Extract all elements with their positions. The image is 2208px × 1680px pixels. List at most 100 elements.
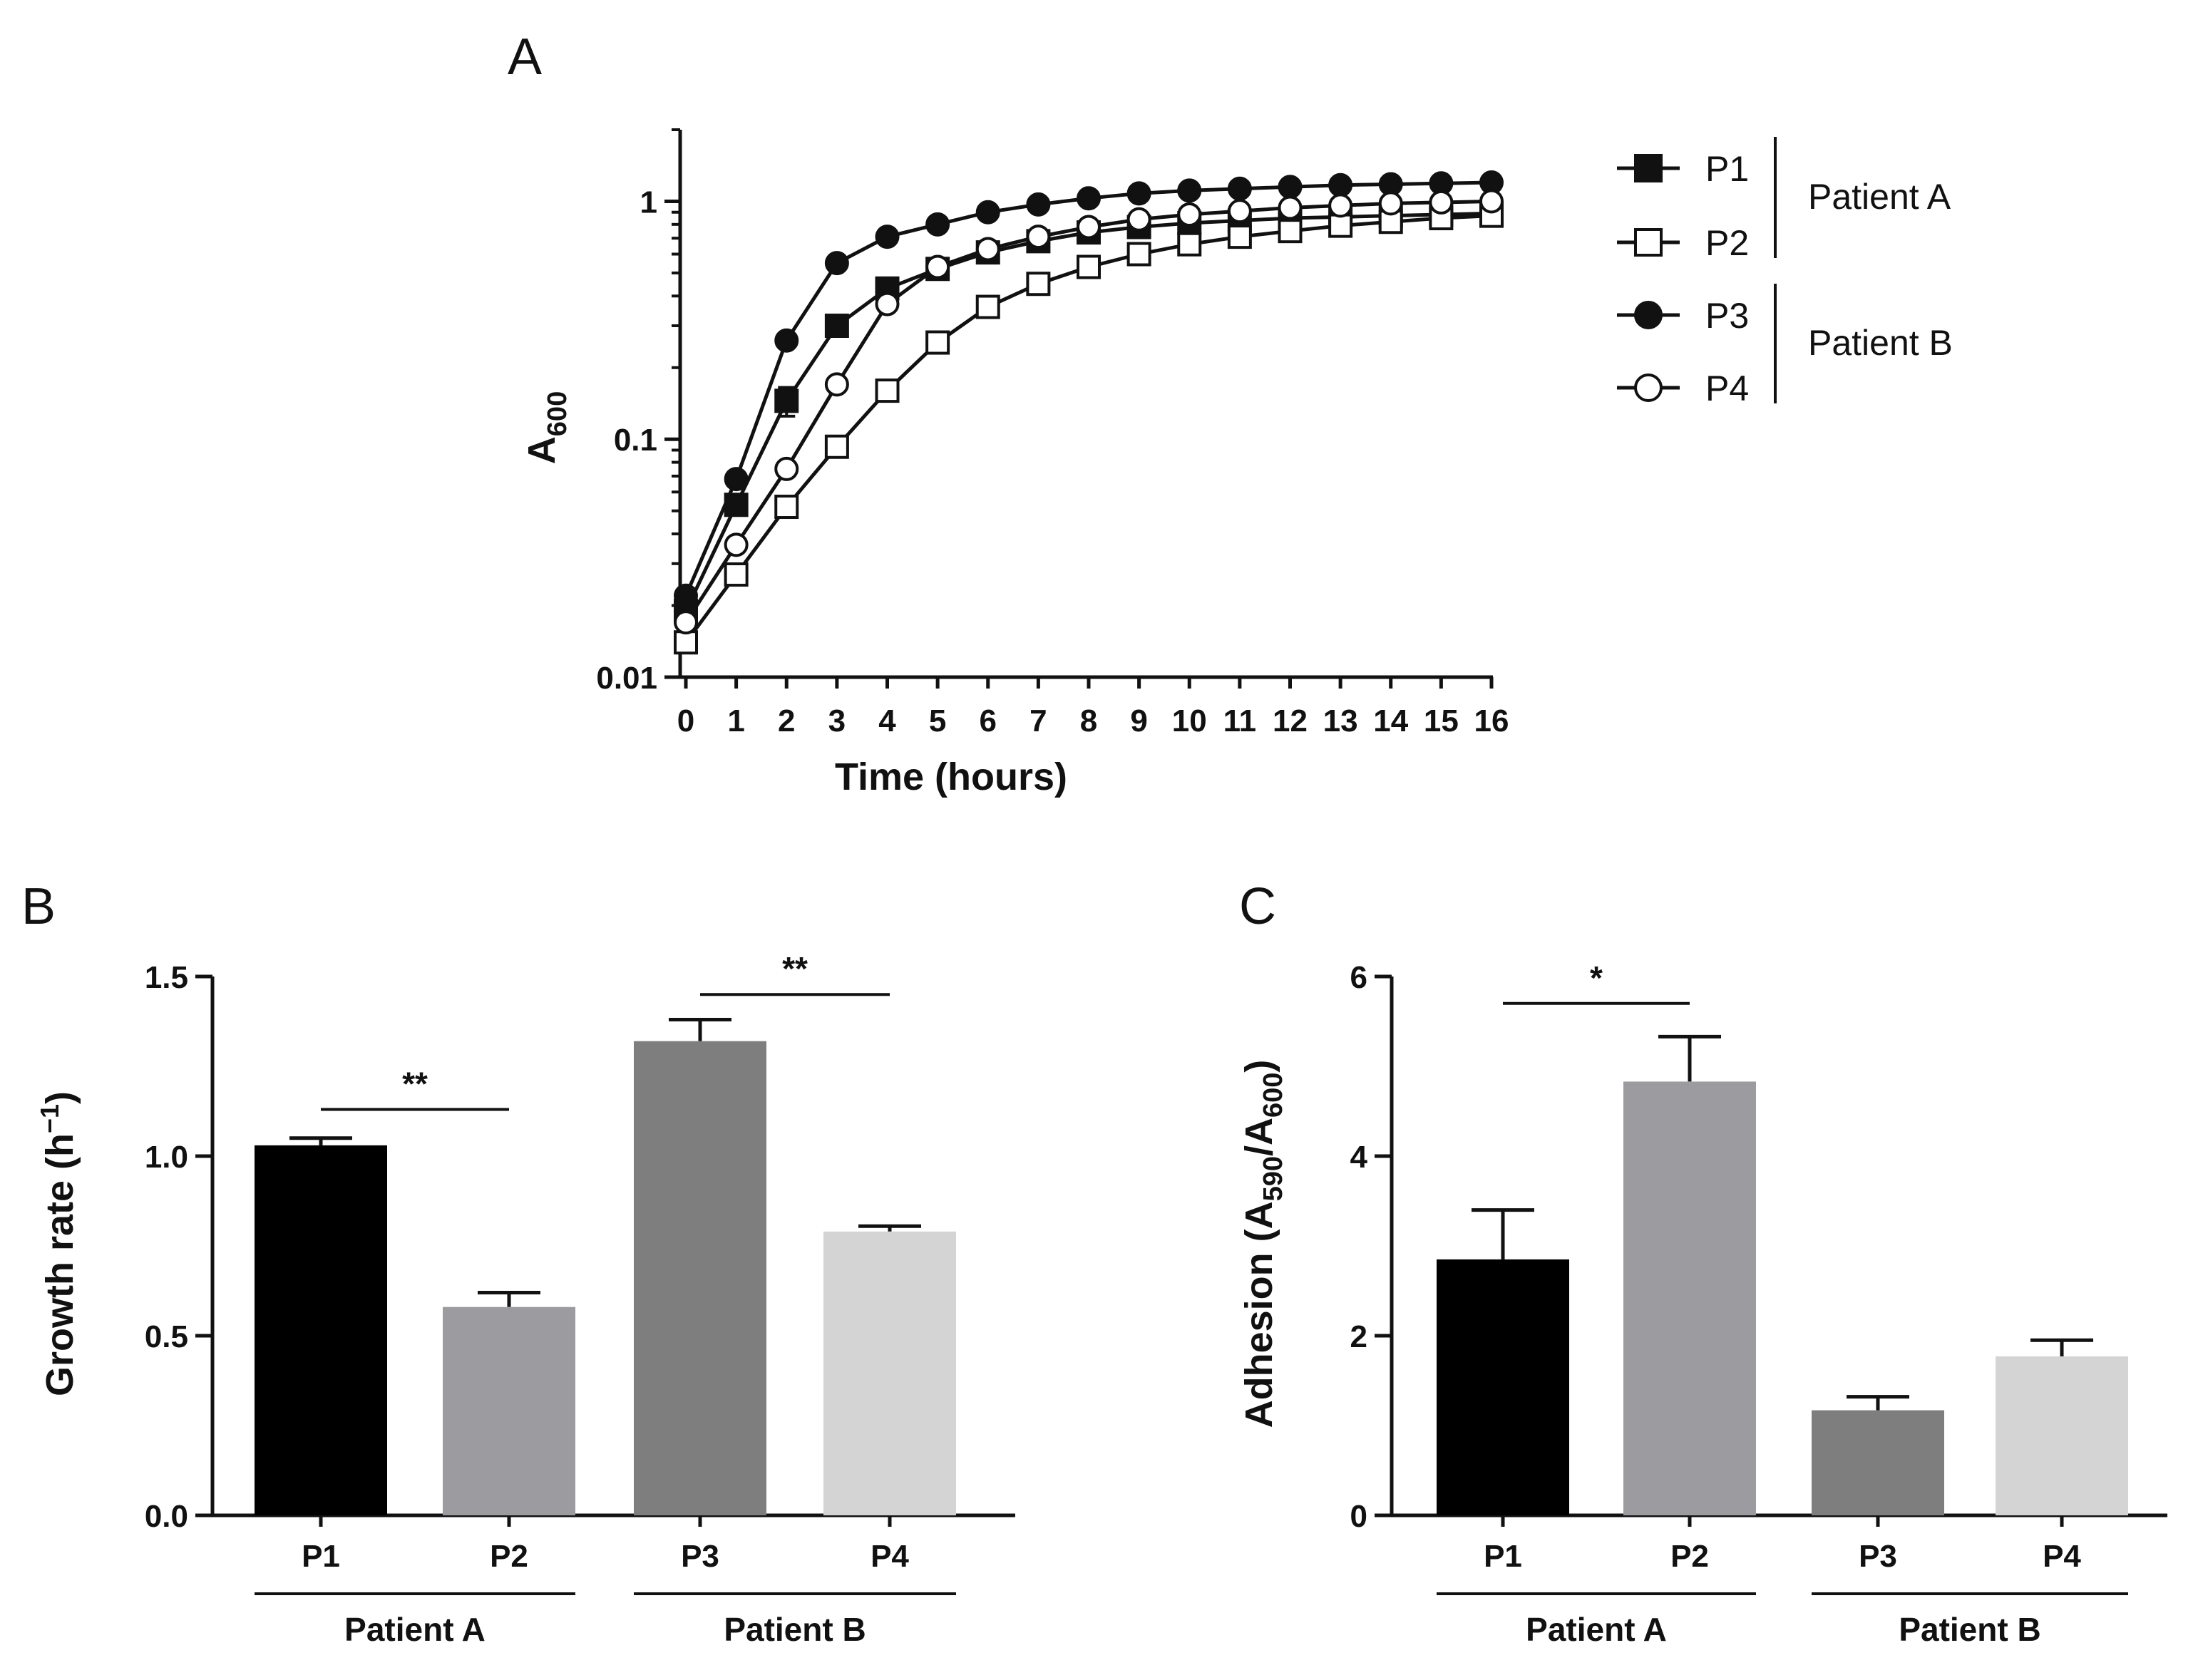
panel-a-line-p2 xyxy=(684,214,1492,644)
panel-a-x-axis-label: Time (hours) xyxy=(835,756,1067,798)
panel-a-point-p4 xyxy=(1378,191,1403,216)
panel-a-point-p4 xyxy=(674,610,698,635)
panel-b-group-label: Patient B xyxy=(724,1611,866,1648)
panel-b-group-label: Patient A xyxy=(344,1611,486,1648)
panel-a-x-tick-label: 0 xyxy=(677,704,694,738)
panel-c-y-axis-label: Adhesion (A590/A600) xyxy=(1238,1060,1288,1428)
panel-b-bar-p2 xyxy=(443,1307,575,1515)
panel-a-point-p2 xyxy=(1227,225,1252,249)
legend-marker-p3 xyxy=(1634,301,1663,329)
panel-a-point-p3 xyxy=(674,583,698,608)
panel-a-point-p3 xyxy=(925,212,950,237)
panel-a-point-p1 xyxy=(824,313,849,338)
panel-c-bar-p2 xyxy=(1623,1081,1756,1515)
panel-a-line-chart: 0 1 2 3 4 5 6 7 8 9 10 11 12 13 14 15 160.010.11 P1P2P3P… xyxy=(520,128,1953,798)
panel-a-point-p4 xyxy=(925,254,950,279)
legend-marker-p2 xyxy=(1634,228,1663,257)
panel-a-series xyxy=(674,170,1504,655)
panel-a-point-p3 xyxy=(824,251,849,276)
panel-a-point-p2 xyxy=(1026,272,1051,297)
panel-a-point-p2 xyxy=(1126,242,1151,267)
panel-a-point-p3 xyxy=(774,328,799,353)
panel-b-significance-label: ** xyxy=(782,950,808,987)
panel-b-bar-p3 xyxy=(634,1041,766,1515)
panel-c-x-tick-label: P1 xyxy=(1484,1539,1522,1574)
panel-a-x-tick-label: 6 xyxy=(980,704,997,738)
panel-a-point-p2 xyxy=(875,378,900,403)
panel-a-point-p2 xyxy=(674,630,698,655)
panel-a-x-tick-label: 3 xyxy=(828,704,846,738)
panel-b-y-label-end: ) xyxy=(38,1091,81,1104)
panel-a-axes: 0 1 2 3 4 5 6 7 8 9 10 11 12 13 14 15 160.010.11 xyxy=(596,128,1509,738)
panel-a-x-tick-label: 4 xyxy=(878,704,896,738)
panel-a-y-tick-label: 0.01 xyxy=(596,661,657,696)
panel-b-x-tick-label: P4 xyxy=(871,1539,909,1574)
panel-c-bar-p4 xyxy=(1996,1356,2128,1515)
panel-c-bar-chart: 0 2 4 6 P1 P2 P3 P4 Patient A Patient B * Adhesio… xyxy=(1238,959,2167,1648)
panel-c-x-tick-label: P4 xyxy=(2043,1539,2081,1574)
panel-a-point-p4 xyxy=(1126,207,1151,232)
panel-b-y-tick-label: 0.0 xyxy=(145,1499,188,1534)
legend-label-p2: P2 xyxy=(1705,223,1749,263)
legend-label-p1: P1 xyxy=(1705,149,1749,189)
panel-a-point-p4 xyxy=(1479,189,1504,214)
panel-letter-c: C xyxy=(1239,878,1276,935)
panel-a-point-p3 xyxy=(1278,175,1303,200)
panel-a-point-p2 xyxy=(925,330,950,355)
panel-a-x-tick-label: 16 xyxy=(1474,704,1509,738)
panel-a-x-tick-label: 2 xyxy=(778,704,795,738)
panel-b-bar-chart: 0.0 0.5 1.0 1.5 P1 P2 P3 P4 Patient A Patient B *… xyxy=(35,950,1015,1648)
panel-c-bar-p3 xyxy=(1812,1410,1944,1515)
panel-a-point-p3 xyxy=(875,225,900,249)
panel-a-point-p2 xyxy=(724,562,749,587)
panel-letter-b: B xyxy=(21,878,56,935)
panel-b-y-tick-label: 1.0 xyxy=(145,1140,188,1175)
panel-a-y-label-main: A xyxy=(520,436,563,464)
legend-group-label: Patient B xyxy=(1808,323,1953,363)
panel-a-point-p2 xyxy=(1278,219,1303,244)
panel-a-x-tick-label: 1 xyxy=(727,704,744,738)
panel-c-group-label: Patient A xyxy=(1526,1611,1667,1648)
panel-a-point-p2 xyxy=(1177,232,1202,257)
panel-a-point-p2 xyxy=(774,495,799,520)
panel-c-y-tick-label: 2 xyxy=(1350,1319,1367,1354)
panel-c-y-label-sub1: 590 xyxy=(1258,1156,1288,1201)
panel-a-point-p4 xyxy=(1177,202,1202,227)
panel-a-x-tick-label: 13 xyxy=(1323,704,1358,738)
panel-a-point-p3 xyxy=(1328,172,1353,197)
panel-c-bars: * xyxy=(1437,959,2128,1515)
panel-b-x-tick-label: P2 xyxy=(490,1539,528,1574)
panel-a-point-p3 xyxy=(975,200,1000,225)
panel-a-x-tick-label: 14 xyxy=(1373,704,1408,738)
panel-a-legend: P1 P2 P3 P4 Patient A Patient B xyxy=(1617,137,1953,408)
legend-label-p4: P4 xyxy=(1705,369,1749,408)
panel-a-point-p4 xyxy=(1429,190,1454,215)
panel-b-x-tick-label: P3 xyxy=(681,1539,719,1574)
panel-b-axes: 0.0 0.5 1.0 1.5 P1 P2 P3 P4 Patient A Patient B xyxy=(145,960,1015,1648)
panel-b-bars: ** ** xyxy=(255,950,956,1515)
panel-c-group-label: Patient B xyxy=(1899,1611,2040,1648)
panel-a-point-p1 xyxy=(774,388,799,413)
panel-a-y-axis-label: A600 xyxy=(520,391,572,464)
panel-a-point-p3 xyxy=(1077,186,1101,211)
panel-a-point-p3 xyxy=(1126,181,1151,206)
panel-a-point-p3 xyxy=(1177,178,1202,203)
panel-b-bar-p4 xyxy=(823,1231,956,1515)
panel-c-y-label-mid: /A xyxy=(1238,1118,1280,1156)
panel-a-point-p4 xyxy=(1328,193,1353,218)
panel-a-point-p4 xyxy=(1227,199,1252,224)
panel-a-point-p2 xyxy=(1077,254,1101,279)
panel-a-point-p2 xyxy=(824,434,849,459)
panel-a-x-tick-label: 15 xyxy=(1424,704,1459,738)
panel-a-point-p4 xyxy=(975,237,1000,262)
panel-a-point-p4 xyxy=(774,456,799,481)
panel-a-point-p3 xyxy=(1227,176,1252,201)
panel-a-x-tick-label: 10 xyxy=(1172,704,1207,738)
panel-a-x-tick-label: 8 xyxy=(1080,704,1097,738)
legend-marker-p4 xyxy=(1634,373,1663,402)
panel-b-y-axis-label: Growth rate (h−1) xyxy=(35,1091,81,1396)
legend-label-p3: P3 xyxy=(1705,296,1749,336)
panel-a-point-p2 xyxy=(1328,213,1353,238)
panel-a-point-p3 xyxy=(724,467,749,492)
